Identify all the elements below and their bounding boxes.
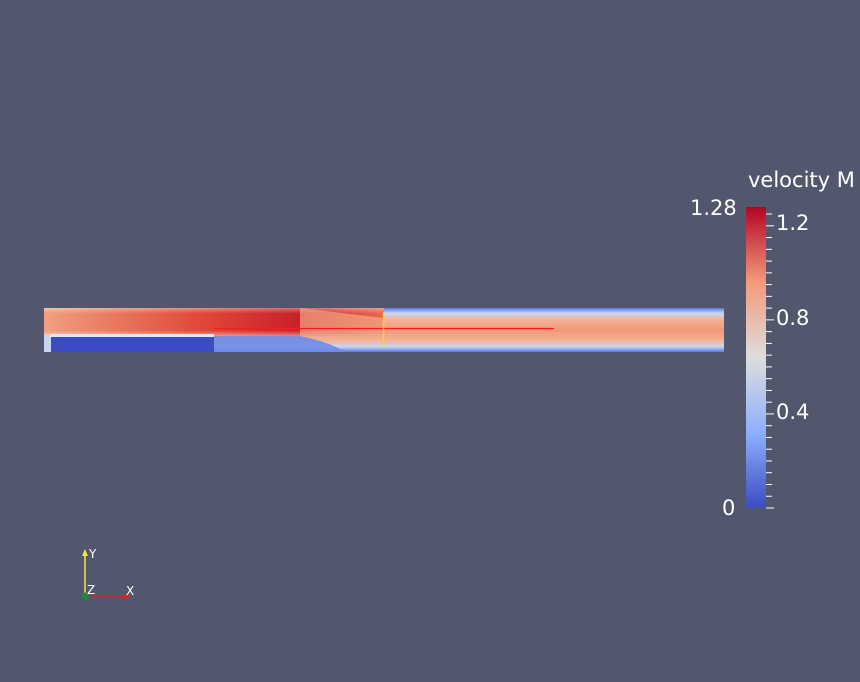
- step-region: [50, 336, 214, 352]
- colorbar-max-label: 1.28: [690, 196, 737, 220]
- mixing-region: [210, 336, 345, 352]
- jet-lower-edge: [50, 334, 214, 337]
- colorbar-tick-label: 0.4: [776, 400, 810, 424]
- colorbar-ticks: [766, 213, 774, 509]
- z-axis-origin: [81, 592, 89, 600]
- step-edge: [44, 336, 51, 352]
- x-axis-arrow: [124, 593, 131, 599]
- colorbar-min-label: 0: [722, 496, 736, 520]
- colorbar-gradient: [746, 207, 766, 508]
- colorbar-tick-label: 1.2: [776, 211, 810, 235]
- y-axis-label: Y: [88, 547, 97, 561]
- z-axis-label: Z: [87, 583, 95, 597]
- x-axis-label: X: [126, 584, 134, 598]
- colorbar-title: velocity M: [748, 168, 855, 192]
- orientation-axes[interactable]: Y X Z: [70, 540, 150, 610]
- colorbar-tick-label: 0.8: [776, 306, 810, 330]
- y-axis-arrow: [82, 549, 88, 556]
